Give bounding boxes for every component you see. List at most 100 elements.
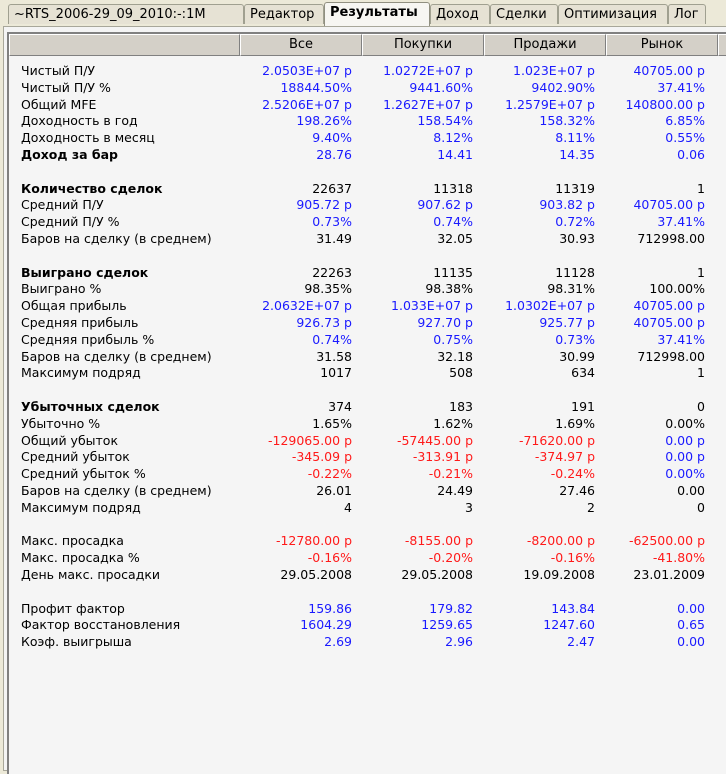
row-label: Средняя прибыль % (21, 331, 155, 347)
cell-value: 158.54% (417, 113, 473, 129)
cell-value: 2.96 (445, 634, 473, 650)
cell-value: 2.47 (567, 634, 595, 650)
tab-6[interactable]: Лог (668, 4, 706, 24)
header-extra[interactable] (718, 34, 726, 56)
cell-value: 926.73 р (296, 315, 352, 330)
cell-value: 29.05.2008 (280, 567, 352, 582)
tab-0[interactable]: ~RTS_2006-29_09_2010:-:1M (8, 4, 244, 24)
cell-value: -41.80% (652, 550, 705, 566)
row-label: День макс. просадки (21, 567, 161, 582)
cell-value: 11319 (555, 180, 595, 196)
cell-value: 907.62 р (417, 197, 473, 213)
cell-value: 100.00% (649, 281, 705, 297)
cell-value: 0.73% (555, 331, 595, 347)
cell-value: 37.41% (657, 214, 705, 230)
cell-value: 905.72 р (296, 197, 352, 213)
cell-value: 712998.00 (637, 231, 705, 246)
header-all[interactable]: Все (240, 34, 362, 56)
cell-value: -0.16% (307, 550, 352, 566)
cell-value: 1247.60 (543, 617, 595, 633)
cell-value: -0.20% (428, 550, 473, 566)
cell-value: 8.12% (433, 130, 473, 146)
tab-2[interactable]: Результаты (324, 2, 430, 26)
table-row: Макс. просадка -12780.00 р -8155.00 р -8200… (9, 532, 726, 549)
cell-value: 191 (571, 399, 595, 414)
header-sells[interactable]: Продажи (484, 34, 606, 56)
row-label: Баров на сделку (в среднем) (21, 483, 212, 498)
table-row: Максимум подряд 4 3 2 0 (9, 499, 726, 516)
results-panel: Все Покупки Продажи Рынок Чистый П/У 2.05… (3, 26, 726, 774)
row-label: Общий MFE (21, 96, 97, 112)
tab-3[interactable]: Доход (430, 4, 490, 24)
cell-value: 0.00 (677, 634, 705, 650)
row-label: Фактор восстановления (21, 617, 181, 633)
cell-value: 1 (697, 180, 705, 196)
cell-value: 1.65% (312, 415, 352, 431)
cell-value: 9402.90% (531, 79, 595, 95)
tab-5[interactable]: Оптимизация (558, 4, 668, 24)
table-row: Средняя прибыль % 0.74% 0.75% 0.73% 37.41% (9, 331, 726, 348)
cell-value: 11135 (433, 264, 473, 280)
cell-value: -313.91 р (412, 449, 473, 465)
table-row: Профит фактор 159.86 179.82 143.84 0.00 (9, 600, 726, 617)
header-buys[interactable]: Покупки (362, 34, 484, 56)
cell-value: -8155.00 р (404, 533, 473, 549)
tab-1[interactable]: Редактор (244, 4, 324, 24)
header-market[interactable]: Рынок (606, 34, 718, 56)
cell-value: 2.69 (324, 634, 352, 650)
cell-value: -8200.00 р (526, 533, 595, 549)
cell-value: 14.41 (437, 147, 473, 162)
cell-value: 2.0632E+07 р (262, 298, 352, 314)
tab-4[interactable]: Сделки (490, 4, 558, 24)
row-label: Макс. просадка (21, 533, 124, 549)
cell-value: 24.49 (437, 483, 473, 498)
cell-value: 1.033E+07 р (391, 298, 473, 314)
cell-value: 1 (697, 264, 705, 280)
cell-value: 179.82 (429, 600, 473, 616)
table-row: Чистый П/У 2.0503E+07 р 1.0272E+07 р 1.023E… (9, 62, 726, 79)
table-row: Средняя прибыль 926.73 р 927.70 р 925.77 р 4… (9, 314, 726, 331)
table-row: Выиграно % 98.35% 98.38% 98.31% 100.00% (9, 280, 726, 297)
cell-value: 183 (449, 399, 473, 414)
cell-value: 0.06 (677, 147, 705, 162)
table-row: Чистый П/У % 18844.50% 9441.60% 9402.90% 37.… (9, 79, 726, 96)
row-label: Коэф. выигрыша (21, 634, 132, 650)
cell-value: -12780.00 р (275, 533, 352, 549)
header-label-column[interactable] (9, 34, 240, 56)
cell-value: 0.74% (433, 214, 473, 230)
cell-value: 0.73% (312, 214, 352, 230)
results-table: Все Покупки Продажи Рынок Чистый П/У 2.05… (7, 32, 726, 774)
cell-value: 634 (571, 365, 595, 381)
cell-value: 1604.29 (300, 617, 352, 633)
cell-value: 1259.65 (421, 617, 473, 633)
table-row: Средний убыток -345.09 р -313.91 р -374.97 … (9, 448, 726, 465)
cell-value: 0.65 (677, 617, 705, 633)
cell-value: -57445.00 р (396, 432, 473, 448)
cell-value: 98.38% (425, 281, 473, 297)
table-row: День макс. просадки 29.05.2008 29.05.2008 1… (9, 566, 726, 583)
row-label: Доходность в год (21, 113, 138, 129)
cell-value: 1.2627E+07 р (383, 96, 473, 112)
cell-value: 158.32% (539, 113, 595, 129)
row-label: Убыточных сделок (21, 399, 160, 414)
row-label: Чистый П/У % (21, 79, 111, 95)
cell-value: 903.82 р (539, 197, 595, 213)
table-row: Коэф. выигрыша 2.69 2.96 2.47 0.00 (9, 633, 726, 650)
cell-value: 0.72% (555, 214, 595, 230)
row-label: Профит фактор (21, 600, 125, 616)
cell-value: 29.05.2008 (401, 567, 473, 582)
cell-value: 508 (449, 365, 473, 381)
cell-value: 98.35% (304, 281, 352, 297)
cell-value: 1.69% (555, 415, 595, 431)
cell-value: -345.09 р (291, 449, 352, 465)
table-row: Баров на сделку (в среднем) 31.49 32.05 30.… (9, 230, 726, 247)
cell-value: 14.35 (559, 147, 595, 162)
cell-value: -0.22% (307, 466, 352, 482)
row-label: Доходность в месяц (21, 130, 155, 146)
cell-value: 925.77 р (539, 315, 595, 330)
cell-value: 2.5206E+07 р (262, 96, 352, 112)
cell-value: 0.00 (677, 483, 705, 498)
cell-value: -129065.00 р (267, 432, 352, 448)
row-label: Максимум подряд (21, 499, 141, 515)
row-label: Средний убыток % (21, 466, 146, 482)
